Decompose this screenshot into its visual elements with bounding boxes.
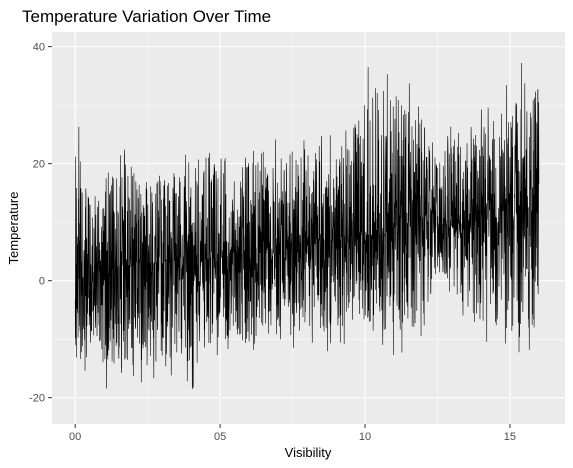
- temperature-series: [74, 62, 540, 390]
- y-tick-label: 20: [33, 159, 45, 171]
- x-axis-title: Visibility: [285, 445, 332, 460]
- y-axis-title: Temperature: [6, 192, 21, 265]
- temperature-line: [74, 62, 540, 390]
- x-tick-label: 00: [69, 431, 81, 443]
- x-tick-label: 10: [359, 431, 371, 443]
- chart-title: Temperature Variation Over Time: [22, 7, 271, 26]
- y-axis-ticks: -20 0 20 40: [29, 42, 52, 405]
- y-tick-label: -20: [29, 393, 45, 405]
- y-tick-label: 40: [33, 42, 45, 54]
- panel-background: [52, 32, 565, 424]
- x-axis-ticks: 00 05 10 15: [69, 424, 516, 443]
- y-tick-label: 0: [39, 276, 45, 288]
- x-tick-label: 05: [214, 431, 226, 443]
- x-tick-label: 15: [504, 431, 516, 443]
